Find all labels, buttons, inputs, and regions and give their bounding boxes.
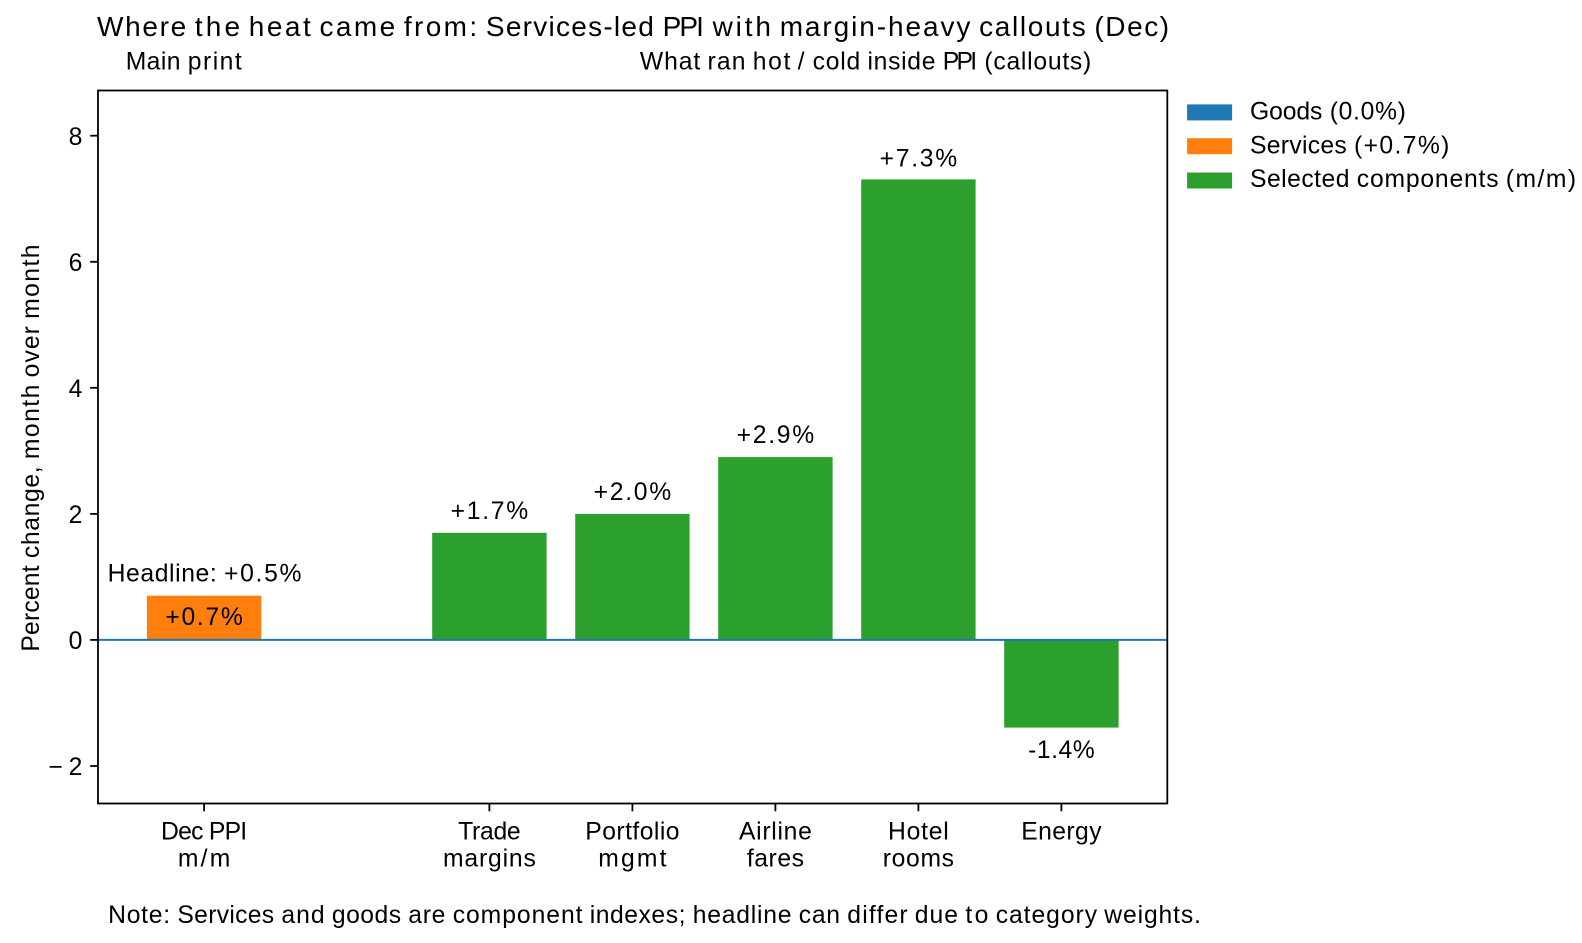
svg-text:margins: margins xyxy=(443,846,536,873)
svg-text:What: What xyxy=(640,49,700,76)
svg-text:month: month xyxy=(18,385,45,459)
svg-text:Note:: Note: xyxy=(108,902,170,929)
svg-text:6: 6 xyxy=(69,250,83,277)
svg-text:are: are xyxy=(408,902,445,929)
svg-text:print: print xyxy=(188,49,242,76)
svg-text:category: category xyxy=(996,902,1098,929)
svg-text:inside: inside xyxy=(868,49,936,76)
svg-text:(0.0%): (0.0%) xyxy=(1330,99,1406,126)
svg-text:goods: goods xyxy=(332,902,401,929)
svg-text:ran: ran xyxy=(708,49,746,76)
svg-text:PPI: PPI xyxy=(663,11,704,42)
svg-text:Selected: Selected xyxy=(1250,166,1349,193)
svg-text:Dec PPI: Dec PPI xyxy=(161,819,247,846)
svg-text:and: and xyxy=(281,902,324,929)
svg-text:Main: Main xyxy=(126,49,181,76)
svg-text:Trade: Trade xyxy=(458,819,520,846)
svg-text:/: / xyxy=(798,49,805,76)
svg-text:from:: from: xyxy=(404,11,477,42)
svg-text:-1.4%: -1.4% xyxy=(1028,737,1095,764)
svg-text:4: 4 xyxy=(69,376,83,403)
svg-text:PPI: PPI xyxy=(943,49,977,76)
svg-text:month: month xyxy=(18,244,45,318)
svg-text:callouts: callouts xyxy=(979,11,1086,42)
svg-text:Percent: Percent xyxy=(18,565,45,651)
svg-text:Hotel: Hotel xyxy=(888,819,949,846)
svg-text:cold: cold xyxy=(813,49,861,76)
svg-text:over: over xyxy=(18,326,45,377)
svg-text:components: components xyxy=(1357,166,1499,193)
svg-text:Services: Services xyxy=(177,902,274,929)
svg-text:(m/m): (m/m) xyxy=(1506,166,1576,193)
svg-text:Where: Where xyxy=(97,11,186,42)
svg-text:differ: differ xyxy=(847,902,907,929)
svg-text:indexes;: indexes; xyxy=(590,902,686,929)
svg-text:can: can xyxy=(799,902,840,929)
svg-text:rooms: rooms xyxy=(883,846,954,873)
svg-text:Headline:: Headline: xyxy=(108,561,217,588)
svg-text:component: component xyxy=(453,902,583,929)
svg-text:2: 2 xyxy=(69,502,83,529)
svg-text:the: the xyxy=(195,11,240,42)
svg-text:came: came xyxy=(320,11,396,42)
svg-text:weights.: weights. xyxy=(1103,902,1201,929)
svg-text:Goods: Goods xyxy=(1250,99,1322,126)
svg-text:m/m: m/m xyxy=(178,846,230,873)
svg-text:with: with xyxy=(712,11,771,42)
svg-text:Energy: Energy xyxy=(1021,819,1102,846)
svg-text:change,: change, xyxy=(18,466,45,558)
svg-text:fares: fares xyxy=(747,846,804,873)
svg-text:mgmt: mgmt xyxy=(598,846,666,873)
svg-text:Portfolio: Portfolio xyxy=(585,819,679,846)
svg-text:(Dec): (Dec) xyxy=(1094,11,1169,42)
svg-text:due: due xyxy=(915,902,958,929)
svg-text:Services: Services xyxy=(1250,132,1347,159)
svg-text:Services-led: Services-led xyxy=(486,11,654,42)
svg-text:hot: hot xyxy=(753,49,791,76)
svg-text:8: 8 xyxy=(69,124,83,151)
svg-text:to: to xyxy=(965,902,988,929)
svg-text:Airline: Airline xyxy=(739,819,812,846)
svg-text:headline: headline xyxy=(693,902,792,929)
svg-text:(callouts): (callouts) xyxy=(984,49,1091,76)
svg-text:0: 0 xyxy=(69,628,83,655)
